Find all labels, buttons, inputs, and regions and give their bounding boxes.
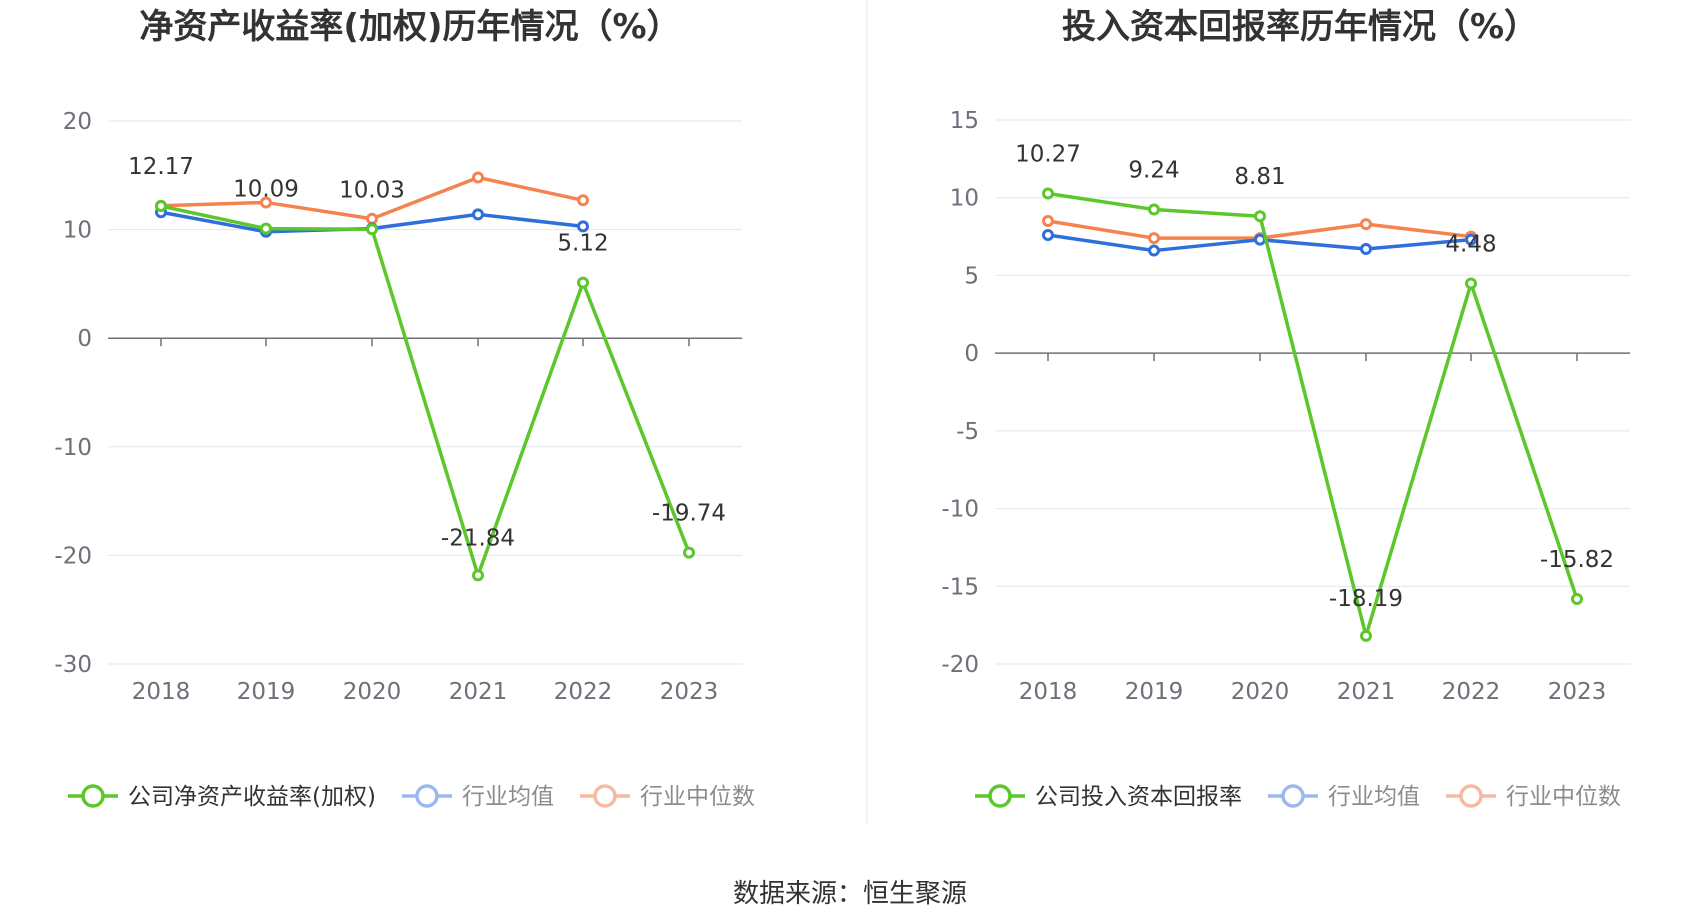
y-tick-label: 10 <box>63 218 92 244</box>
legend-marker <box>81 784 105 808</box>
data-point[interactable] <box>1042 229 1054 242</box>
data-label: 4.48 <box>1445 232 1496 258</box>
chart-title: 净资产收益率(加权)历年情况（%） <box>139 7 680 47</box>
data-label: 12.17 <box>128 154 194 180</box>
legend-item[interactable]: 行业中位数 <box>1446 784 1621 810</box>
legend-item[interactable]: 行业均值 <box>1268 784 1420 810</box>
data-point[interactable] <box>1042 187 1054 200</box>
y-tick-label: -20 <box>54 543 92 569</box>
x-tick-label: 2018 <box>1019 679 1078 705</box>
legend-label: 公司投入资本回报率 <box>1035 784 1242 810</box>
data-point[interactable] <box>683 546 695 559</box>
data-point[interactable] <box>1465 233 1477 246</box>
data-point[interactable] <box>577 194 589 207</box>
y-tick-label: 20 <box>63 109 92 135</box>
data-label: -19.74 <box>652 501 726 527</box>
series-line <box>160 204 691 578</box>
data-point[interactable] <box>1148 244 1160 257</box>
series-line <box>1047 191 1579 638</box>
x-tick-label: 2023 <box>660 679 719 705</box>
data-point[interactable] <box>577 276 589 289</box>
roic-chart: 投入资本回报率历年情况（%） 15 10 5 0 -5 -10 -15 -20 2018 2019 2… <box>941 7 1630 810</box>
data-label: -18.19 <box>1329 586 1403 612</box>
data-point[interactable] <box>1042 215 1054 228</box>
y-tick-label: 0 <box>77 326 92 352</box>
series-1 <box>1042 229 1477 257</box>
data-point[interactable] <box>155 200 167 213</box>
legend-marker <box>1459 784 1483 808</box>
data-label: 9.24 <box>1128 158 1179 184</box>
data-point[interactable] <box>1360 243 1372 256</box>
legend-marker <box>593 784 617 808</box>
legend-item[interactable]: 公司投入资本回报率 <box>975 784 1242 810</box>
y-tick-label: -10 <box>941 497 979 523</box>
legend-marker <box>1281 784 1305 808</box>
data-point[interactable] <box>1360 218 1372 231</box>
data-point[interactable] <box>1148 203 1160 216</box>
data-point[interactable] <box>1148 232 1160 245</box>
legend-label: 行业中位数 <box>640 784 755 810</box>
y-tick-label: 0 <box>964 341 979 367</box>
y-tick-label: 15 <box>950 108 979 134</box>
data-point[interactable] <box>1571 593 1583 606</box>
x-tick-label: 2020 <box>1231 679 1290 705</box>
legend-marker <box>415 784 439 808</box>
legend-item[interactable]: 行业均值 <box>401 784 554 810</box>
legend-label: 公司净资产收益率(加权) <box>128 784 376 810</box>
data-source-label: 数据来源：恒生聚源 <box>733 879 967 909</box>
y-tick-label: -15 <box>941 574 979 600</box>
data-point[interactable] <box>366 223 378 236</box>
y-tick-label: 10 <box>950 186 979 212</box>
data-label: 8.81 <box>1234 164 1285 190</box>
x-tick-label: 2023 <box>1548 679 1607 705</box>
y-tick-label: -5 <box>956 419 979 445</box>
y-tick-label: -20 <box>941 652 979 678</box>
data-point[interactable] <box>1254 210 1266 223</box>
legend-label: 行业均值 <box>462 784 554 810</box>
data-point[interactable] <box>1465 277 1477 290</box>
x-tick-label: 2019 <box>1125 679 1184 705</box>
roe-chart: 净资产收益率(加权)历年情况（%） 20 10 0 -10 -20 -30 2018 2019 2… <box>54 7 755 810</box>
series-0 <box>1042 187 1583 642</box>
data-point[interactable] <box>472 171 484 184</box>
legend-item[interactable]: 公司净资产收益率(加权) <box>68 784 376 810</box>
x-tick-label: 2018 <box>132 679 191 705</box>
y-tick-label: -10 <box>54 435 92 461</box>
legend-label: 行业均值 <box>1328 784 1420 810</box>
data-label: 5.12 <box>557 231 608 257</box>
x-tick-label: 2019 <box>237 679 296 705</box>
x-tick-label: 2022 <box>1442 679 1501 705</box>
legend-item[interactable]: 行业中位数 <box>579 784 755 810</box>
x-tick-label: 2021 <box>1337 679 1396 705</box>
data-point[interactable] <box>260 196 272 209</box>
series-0 <box>155 200 695 582</box>
data-label: 10.27 <box>1015 142 1081 168</box>
data-point[interactable] <box>260 222 272 235</box>
legend-label: 行业中位数 <box>1506 784 1621 810</box>
x-tick-label: 2020 <box>343 679 402 705</box>
data-label: -15.82 <box>1540 547 1614 573</box>
data-point[interactable] <box>472 569 484 582</box>
x-tick-label: 2021 <box>449 679 508 705</box>
data-point[interactable] <box>577 220 589 233</box>
data-label: -21.84 <box>441 525 515 551</box>
legend-marker <box>988 784 1012 808</box>
chart-title: 投入资本回报率历年情况（%） <box>1062 7 1538 47</box>
data-label: 10.03 <box>339 177 405 203</box>
y-tick-label: -30 <box>54 652 92 678</box>
data-label: 10.09 <box>233 177 299 203</box>
data-point[interactable] <box>472 208 484 221</box>
data-point[interactable] <box>366 212 378 225</box>
y-tick-label: 5 <box>964 263 979 289</box>
x-tick-label: 2022 <box>554 679 613 705</box>
data-point[interactable] <box>1360 629 1372 642</box>
data-point[interactable] <box>1254 233 1266 246</box>
